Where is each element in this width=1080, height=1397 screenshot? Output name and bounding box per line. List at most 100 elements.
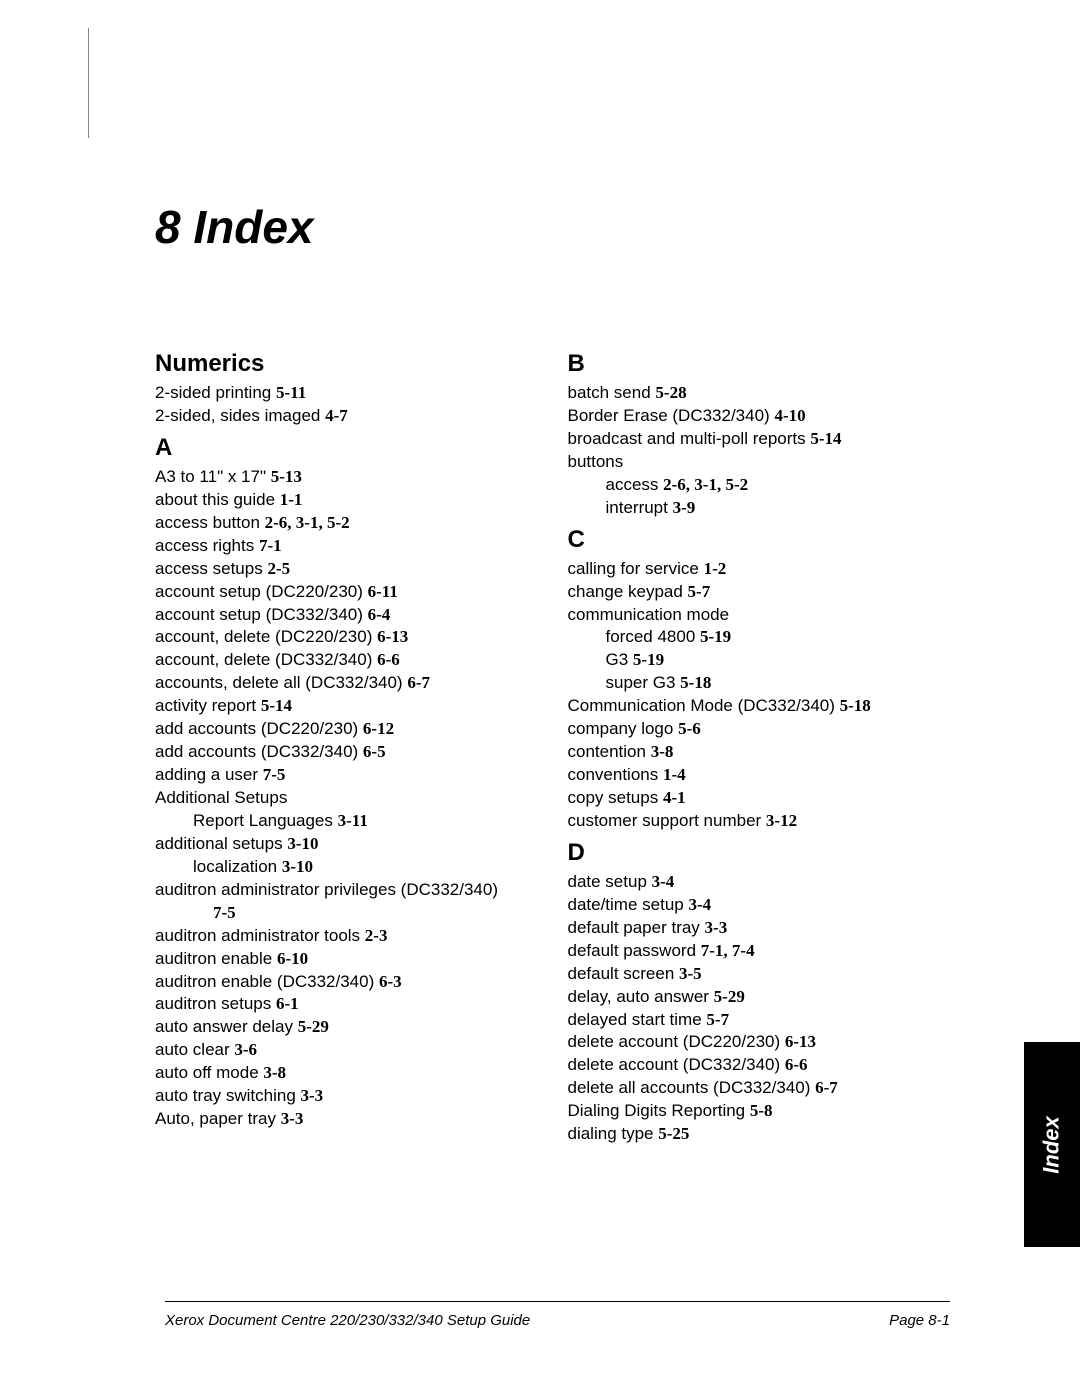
index-entry-text: Additional Setups [155,788,287,807]
index-entry-ref: 6-13 [785,1032,816,1051]
index-entry-ref: 3-9 [673,498,696,517]
index-entry-ref: 6-10 [277,949,308,968]
index-entry-text: calling for service [568,559,704,578]
index-entry: contention 3-8 [568,741,951,764]
index-entry: delayed start time 5-7 [568,1009,951,1032]
index-entry-text: A3 to 11" x 17" [155,467,271,486]
index-entry-ref: 2-6, 3-1, 5-2 [663,475,748,494]
index-entry-ref: 7-5 [213,903,236,922]
index-entry-text: 2-sided, sides imaged [155,406,325,425]
index-entry-ref: 3-12 [766,811,797,830]
chapter-title: 8 Index [155,200,950,254]
index-entry-text: access [606,475,664,494]
index-entry-ref: 5-25 [658,1124,689,1143]
index-entry: 2-sided printing 5-11 [155,382,538,405]
index-letter: C [568,526,951,554]
thumb-tab-label: Index [1039,1116,1065,1173]
index-entry-ref: 6-7 [407,673,430,692]
thumb-tab: Index [1024,1042,1080,1247]
index-entry-text: activity report [155,696,261,715]
index-entry: 7-5 [155,902,538,925]
index-entry-text: communication mode [568,605,730,624]
index-entry-ref: 3-4 [688,895,711,914]
index-entry-ref: 5-11 [276,383,306,402]
index-entry-text: add accounts (DC332/340) [155,742,363,761]
index-column-right: Bbatch send 5-28Border Erase (DC332/340)… [568,344,951,1146]
index-entry-ref: 2-3 [365,926,388,945]
index-entry-ref: 6-7 [815,1078,838,1097]
index-entry-text: date setup [568,872,652,891]
index-entry-text: change keypad [568,582,688,601]
index-entry-ref: 5-19 [633,650,664,669]
footer-right: Page 8-1 [889,1312,950,1329]
index-entry: customer support number 3-12 [568,810,951,833]
index-entry-ref: 3-11 [338,811,368,830]
index-entry-ref: 6-4 [368,605,391,624]
index-entry-text: auditron setups [155,994,276,1013]
index-entry-ref: 4-10 [774,406,805,425]
index-entry-ref: 6-11 [368,582,398,601]
index-entry: forced 4800 5-19 [568,626,951,649]
index-entry-ref: 6-5 [363,742,386,761]
page: 8 Index Numerics2-sided printing 5-112-s… [0,0,1080,1397]
index-entry-ref: 5-29 [714,987,745,1006]
index-entry-text: conventions [568,765,663,784]
index-entry-ref: 6-13 [377,627,408,646]
index-entry-text: Report Languages [193,811,338,830]
index-entry: auditron enable (DC332/340) 6-3 [155,971,538,994]
index-entry-text: super G3 [606,673,681,692]
index-entry: company logo 5-6 [568,718,951,741]
index-entry-ref: 6-6 [785,1055,808,1074]
index-entry-text: G3 [606,650,633,669]
crop-mark [88,28,89,138]
index-entry: additional setups 3-10 [155,833,538,856]
index-entry: communication mode [568,604,951,627]
index-entry-ref: 6-1 [276,994,299,1013]
index-entry: Communication Mode (DC332/340) 5-18 [568,695,951,718]
index-entry: copy setups 4-1 [568,787,951,810]
index-entry-text: default screen [568,964,680,983]
index-entry-text: delete account (DC220/230) [568,1032,785,1051]
index-entry: accounts, delete all (DC332/340) 6-7 [155,672,538,695]
index-entry-text: access rights [155,536,259,555]
index-entry: access rights 7-1 [155,535,538,558]
index-entry: buttons [568,451,951,474]
index-entry-ref: 7-1, 7-4 [701,941,755,960]
index-entry-ref: 1-4 [663,765,686,784]
index-entry: delete all accounts (DC332/340) 6-7 [568,1077,951,1100]
index-entry-text: access setups [155,559,267,578]
index-entry-text: about this guide [155,490,280,509]
index-entry-ref: 6-12 [363,719,394,738]
index-entry: activity report 5-14 [155,695,538,718]
index-entry-text: company logo [568,719,679,738]
index-entry: 2-sided, sides imaged 4-7 [155,405,538,428]
index-entry-text: Dialing Digits Reporting [568,1101,750,1120]
index-entry-ref: 6-3 [379,972,402,991]
index-entry-ref: 6-6 [377,650,400,669]
index-entry: account setup (DC332/340) 6-4 [155,604,538,627]
page-footer: Xerox Document Centre 220/230/332/340 Se… [165,1312,950,1329]
index-entry-ref: 1-1 [280,490,303,509]
index-entry-text: forced 4800 [606,627,701,646]
index-entry-ref: 5-6 [678,719,701,738]
index-entry: super G3 5-18 [568,672,951,695]
index-entry-text: adding a user [155,765,263,784]
index-entry: account, delete (DC332/340) 6-6 [155,649,538,672]
index-entry: auditron administrator privileges (DC332… [155,879,538,902]
index-entry-ref: 3-3 [281,1109,304,1128]
index-entry: add accounts (DC332/340) 6-5 [155,741,538,764]
index-entry-text: delayed start time [568,1010,707,1029]
index-entry: about this guide 1-1 [155,489,538,512]
index-entry-text: delay, auto answer [568,987,714,1006]
index-entry: calling for service 1-2 [568,558,951,581]
index-entry: auto tray switching 3-3 [155,1085,538,1108]
index-entry-text: auto answer delay [155,1017,298,1036]
index-entry-ref: 5-29 [298,1017,329,1036]
index-entry-text: broadcast and multi-poll reports [568,429,811,448]
index-entry-ref: 5-7 [688,582,711,601]
index-entry-ref: 3-10 [282,857,313,876]
index-entry-ref: 3-6 [234,1040,257,1059]
index-entry-text: batch send [568,383,656,402]
index-entry-text: auto off mode [155,1063,263,1082]
index-entry-ref: 5-18 [680,673,711,692]
